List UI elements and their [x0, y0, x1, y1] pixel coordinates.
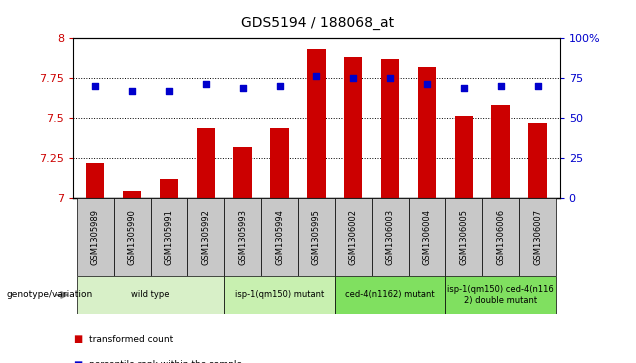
Text: ced-4(n1162) mutant: ced-4(n1162) mutant	[345, 290, 435, 299]
Bar	[445, 198, 482, 276]
Text: isp-1(qm150) ced-4(n116
2) double mutant: isp-1(qm150) ced-4(n116 2) double mutant	[447, 285, 554, 305]
Bar	[408, 198, 445, 276]
Bar	[160, 179, 178, 198]
Point	[385, 75, 395, 81]
Text: transformed count: transformed count	[89, 335, 173, 344]
Bar	[270, 127, 289, 198]
Bar	[77, 276, 225, 314]
Bar	[307, 49, 326, 198]
Bar	[233, 147, 252, 198]
Bar	[455, 117, 473, 198]
Point	[495, 83, 506, 89]
Bar	[114, 198, 151, 276]
Point	[422, 82, 432, 87]
Bar	[298, 198, 335, 276]
Bar	[519, 198, 556, 276]
Point	[238, 85, 248, 90]
Point	[127, 88, 137, 94]
Text: GSM1305991: GSM1305991	[165, 209, 174, 265]
Text: ■: ■	[73, 334, 83, 344]
Text: GSM1305994: GSM1305994	[275, 209, 284, 265]
Bar	[371, 198, 408, 276]
Bar	[77, 198, 114, 276]
Point	[90, 83, 100, 89]
Point	[348, 75, 358, 81]
Bar	[86, 163, 104, 198]
Bar	[492, 105, 510, 198]
Bar	[197, 127, 215, 198]
Bar	[261, 198, 298, 276]
Text: ■: ■	[73, 360, 83, 363]
Point	[164, 88, 174, 94]
Text: GSM1305992: GSM1305992	[202, 209, 211, 265]
Bar	[151, 198, 188, 276]
Text: genotype/variation: genotype/variation	[6, 290, 93, 299]
Bar	[225, 198, 261, 276]
Text: GSM1306005: GSM1306005	[459, 209, 468, 265]
Text: GSM1306006: GSM1306006	[496, 209, 505, 265]
Bar	[335, 276, 445, 314]
Text: GDS5194 / 188068_at: GDS5194 / 188068_at	[242, 16, 394, 30]
Bar	[418, 67, 436, 198]
Bar	[381, 59, 399, 198]
Bar	[225, 276, 335, 314]
Point	[275, 83, 285, 89]
Point	[312, 74, 321, 79]
Text: GSM1305989: GSM1305989	[91, 209, 100, 265]
Bar	[482, 198, 519, 276]
Text: GSM1306003: GSM1306003	[385, 209, 394, 265]
Point	[532, 83, 543, 89]
Text: GSM1305995: GSM1305995	[312, 209, 321, 265]
Text: wild type: wild type	[131, 290, 170, 299]
Bar	[529, 123, 547, 198]
Text: percentile rank within the sample: percentile rank within the sample	[89, 360, 242, 363]
Text: GSM1306007: GSM1306007	[533, 209, 542, 265]
Bar	[123, 191, 141, 198]
Text: isp-1(qm150) mutant: isp-1(qm150) mutant	[235, 290, 324, 299]
Text: GSM1306004: GSM1306004	[422, 209, 431, 265]
Point	[459, 85, 469, 90]
Text: GSM1305990: GSM1305990	[128, 209, 137, 265]
Point	[201, 82, 211, 87]
Bar	[445, 276, 556, 314]
Text: GSM1306002: GSM1306002	[349, 209, 358, 265]
Text: GSM1305993: GSM1305993	[238, 209, 247, 265]
Bar	[335, 198, 371, 276]
Bar	[188, 198, 225, 276]
Bar	[344, 57, 363, 198]
